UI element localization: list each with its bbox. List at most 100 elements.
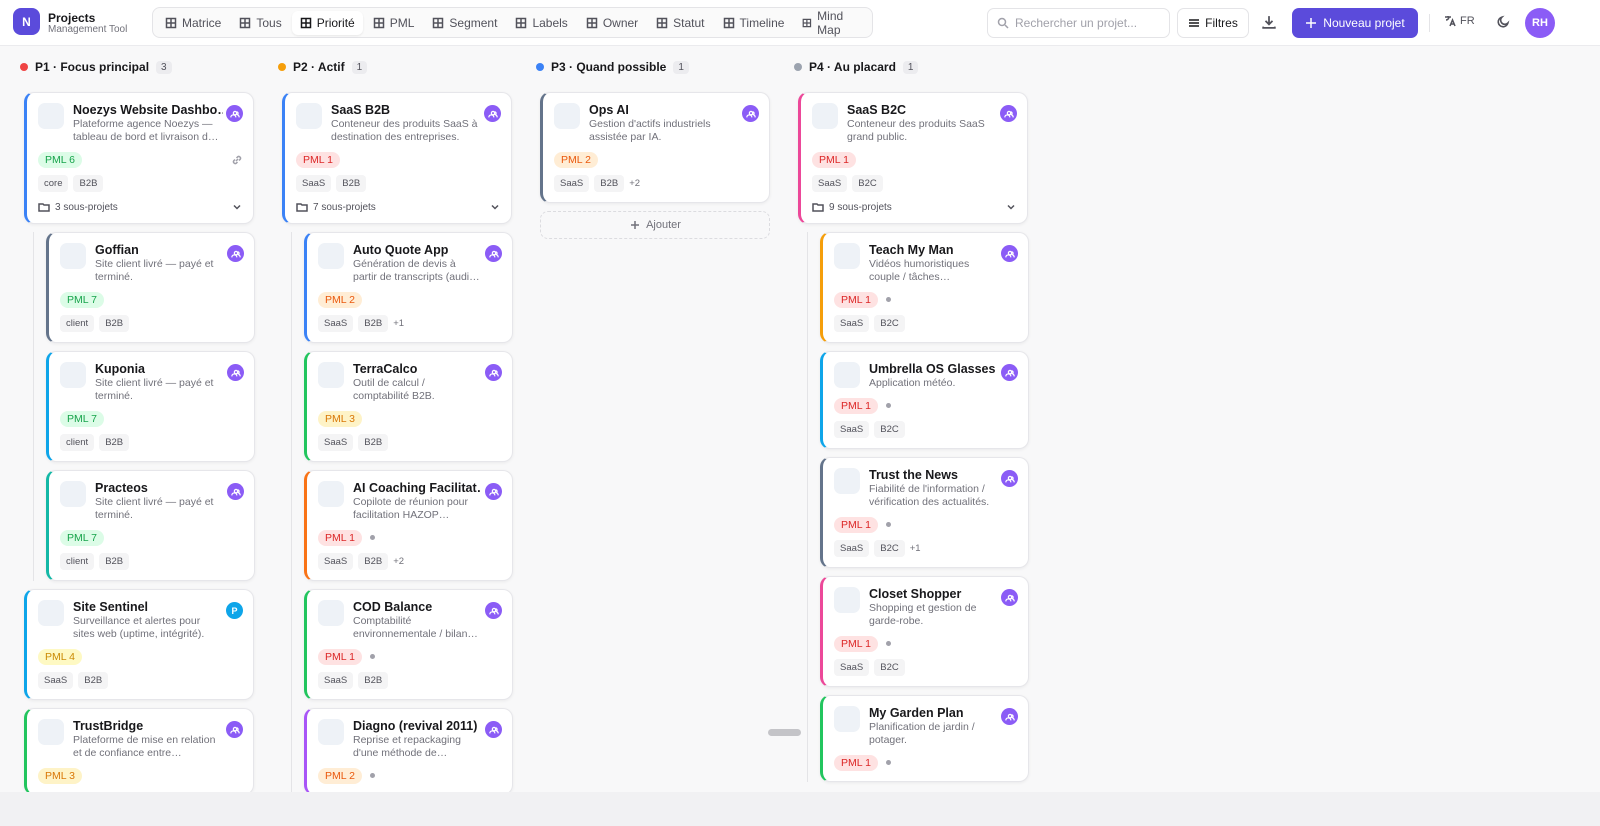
tag: B2C	[874, 421, 905, 438]
tag: SaaS	[554, 175, 590, 192]
project-card[interactable]: SaaS B2B Conteneur des produits SaaS à de…	[282, 92, 512, 224]
chevron-icon	[1007, 204, 1015, 210]
project-card[interactable]: Practeos Site client livré — payé et term…	[46, 470, 255, 581]
folder-icon	[812, 203, 824, 212]
view-tab[interactable]: Statut	[648, 11, 712, 35]
project-card[interactable]: Umbrella OS Glasses Application météo. PML…	[820, 351, 1029, 449]
card-header: Practeos Site client livré — payé et term…	[60, 480, 244, 522]
owner-badge[interactable]	[1001, 708, 1018, 725]
owner-badge[interactable]	[1001, 589, 1018, 606]
project-icon	[318, 719, 344, 745]
owner-badge[interactable]	[227, 245, 244, 262]
scroll-handle[interactable]	[768, 729, 801, 736]
owner-badge[interactable]	[1001, 364, 1018, 381]
tag: B2B	[594, 175, 625, 192]
logo[interactable]: N	[13, 8, 40, 35]
subprojects-toggle[interactable]: 7 sous-projets	[296, 201, 501, 213]
project-card[interactable]: Ops AI Gestion d'actifs industriels assis…	[540, 92, 770, 203]
view-tab[interactable]: Priorité	[291, 10, 363, 35]
project-description: Planification de jardin / potager.	[869, 721, 975, 746]
owner-badge[interactable]	[485, 602, 502, 619]
pml-row: PML 1	[834, 516, 1018, 533]
project-card[interactable]: TrustBridge Plateforme de mise en relatio…	[24, 708, 254, 792]
project-card[interactable]: My Garden Plan Planification de jardin / …	[820, 695, 1029, 782]
pml-row: PML 1	[318, 648, 502, 665]
card-header: Ops AI Gestion d'actifs industriels assis…	[554, 102, 759, 144]
owner-badge[interactable]	[484, 105, 501, 122]
search-box[interactable]: Rechercher un projet...	[987, 8, 1170, 38]
owner-icon	[488, 250, 499, 257]
owner-badge[interactable]	[485, 245, 502, 262]
card-text: Kuponia Site client livré — payé et termi…	[95, 361, 244, 403]
view-tab[interactable]: Matrice	[157, 11, 229, 35]
language-switch[interactable]: FR	[1444, 15, 1475, 27]
pml-badge: PML 1	[834, 291, 878, 308]
project-card[interactable]: Site Sentinel Surveillance et alertes pou…	[24, 589, 254, 700]
view-tab[interactable]: Labels	[507, 11, 575, 35]
view-tab[interactable]: Owner	[578, 11, 646, 35]
project-card[interactable]: Noezys Website Dashbo… Plateforme agence …	[24, 92, 254, 224]
tag: B2C	[852, 175, 883, 192]
project-card[interactable]: Closet Shopper Shopping et gestion de gar…	[820, 576, 1029, 687]
owner-badge[interactable]	[1001, 470, 1018, 487]
project-icon	[318, 600, 344, 626]
owner-badge[interactable]	[1000, 105, 1017, 122]
project-description: Vidéos humoristiques couple / tâches…	[869, 258, 970, 283]
add-button[interactable]: Ajouter	[540, 211, 770, 239]
project-title: Practeos	[95, 481, 148, 495]
tab-label: Mind Map	[817, 8, 844, 37]
owner-icon	[487, 110, 498, 117]
project-card[interactable]: TerraCalco Outil de calcul / comptabilité…	[304, 351, 513, 462]
project-card[interactable]: AI Coaching Facilitat… Copilote de réunio…	[304, 470, 513, 581]
tab-label: Tous	[256, 15, 282, 30]
owner-badge[interactable]	[485, 721, 502, 738]
project-card[interactable]: Trust the News Fiabilité de l'information…	[820, 457, 1029, 568]
subprojects-toggle[interactable]: 9 sous-projets	[812, 201, 1017, 213]
project-card[interactable]: Kuponia Site client livré — payé et termi…	[46, 351, 255, 462]
view-tab[interactable]: PML	[365, 11, 423, 35]
project-card[interactable]: COD Balance Comptabilité environnementale…	[304, 589, 513, 700]
pml-badge: PML 2	[554, 151, 598, 168]
owner-badge[interactable]	[742, 105, 759, 122]
user-avatar[interactable]: RH	[1525, 8, 1555, 38]
project-card[interactable]: Auto Quote App Génération de devis à part…	[304, 232, 513, 343]
owner-badge[interactable]	[226, 105, 243, 122]
pml-row: PML 2	[318, 291, 502, 308]
pml-badge: PML 1	[812, 151, 856, 168]
column-title: P2 · Actif	[293, 60, 345, 74]
project-icon	[60, 362, 86, 388]
download-button[interactable]	[1262, 15, 1276, 29]
project-icon	[834, 468, 860, 494]
view-tab[interactable]: Tous	[231, 11, 289, 35]
filters-button[interactable]: Filtres	[1177, 8, 1249, 38]
tag: core	[38, 175, 69, 192]
tab-icon	[656, 17, 668, 28]
card-header: AI Coaching Facilitat… Copilote de réunio…	[318, 480, 502, 522]
owner-badge[interactable]	[227, 483, 244, 500]
tag: SaaS	[318, 315, 354, 332]
owner-badge[interactable]: P	[226, 602, 243, 619]
chevron-icon	[233, 204, 241, 210]
new-project-button[interactable]: Nouveau projet	[1292, 8, 1418, 38]
view-tab[interactable]: Timeline	[715, 11, 793, 35]
project-card[interactable]: Goffian Site client livré — payé et termi…	[46, 232, 255, 343]
pml-badge: PML 1	[834, 754, 878, 771]
card-text: Auto Quote App Génération de devis à part…	[353, 242, 502, 284]
tag-row: SaaS B2C	[834, 315, 1018, 332]
tab-label: Matrice	[182, 15, 222, 30]
tab-icon	[723, 17, 734, 28]
view-tab[interactable]: Mind Map	[794, 4, 868, 42]
owner-badge[interactable]	[485, 364, 502, 381]
project-card[interactable]: Diagno (revival 2011) Reprise et repackag…	[304, 708, 513, 792]
project-card[interactable]: Teach My Man Vidéos humoristiques couple …	[820, 232, 1029, 343]
subprojects-toggle[interactable]: 3 sous-projets	[38, 201, 243, 213]
view-tab[interactable]: Segment	[424, 11, 505, 35]
owner-badge[interactable]	[485, 483, 502, 500]
owner-badge[interactable]	[1001, 245, 1018, 262]
pml-row: PML 7	[60, 529, 244, 546]
owner-badge[interactable]	[227, 364, 244, 381]
theme-toggle[interactable]	[1497, 15, 1510, 28]
project-icon	[38, 103, 64, 129]
owner-badge[interactable]	[226, 721, 243, 738]
project-card[interactable]: SaaS B2C Conteneur des produits SaaS gran…	[798, 92, 1028, 224]
